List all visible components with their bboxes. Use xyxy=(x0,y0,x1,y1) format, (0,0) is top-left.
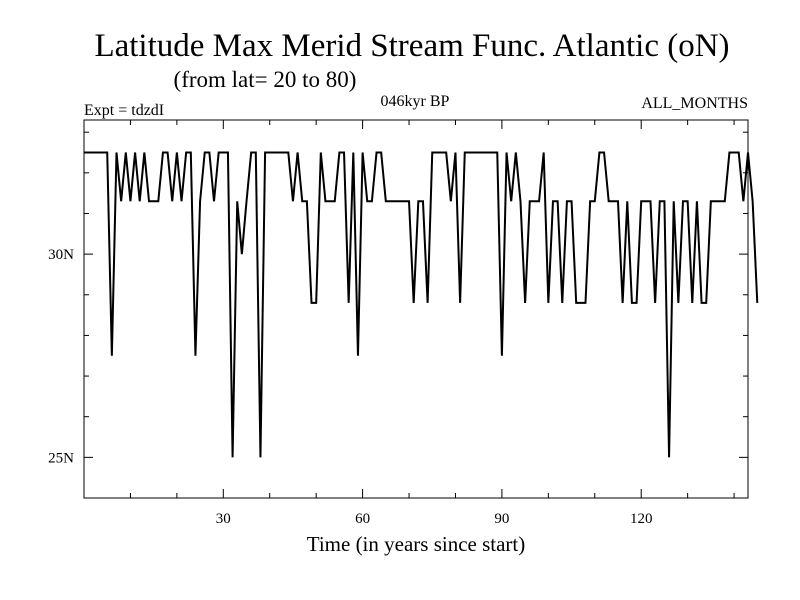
series-layer xyxy=(84,151,759,458)
series-line xyxy=(84,151,759,458)
chart-title: Latitude Max Merid Stream Func. Atlantic… xyxy=(94,28,729,64)
chart-subtitle: (from lat= 20 to 80) xyxy=(174,67,357,92)
plot-frame xyxy=(83,119,749,499)
y-tick-label: 25N xyxy=(48,450,74,466)
y-tick-label: 30N xyxy=(48,247,74,263)
x-tick-label: 30 xyxy=(216,511,231,527)
x-tick-label: 90 xyxy=(494,511,509,527)
x-axis-label: Time (in years since start) xyxy=(307,532,526,556)
tick-labels: 30 60 90 120 25N 30N xyxy=(48,247,652,527)
axis-ticks xyxy=(84,120,748,499)
months-label: ALL_MONTHS xyxy=(641,95,748,112)
x-tick-label: 120 xyxy=(630,511,653,527)
period-label: 046kyr BP xyxy=(381,93,450,110)
x-tick-label: 60 xyxy=(355,511,370,527)
experiment-label: Expt = tdzdI xyxy=(84,102,164,119)
